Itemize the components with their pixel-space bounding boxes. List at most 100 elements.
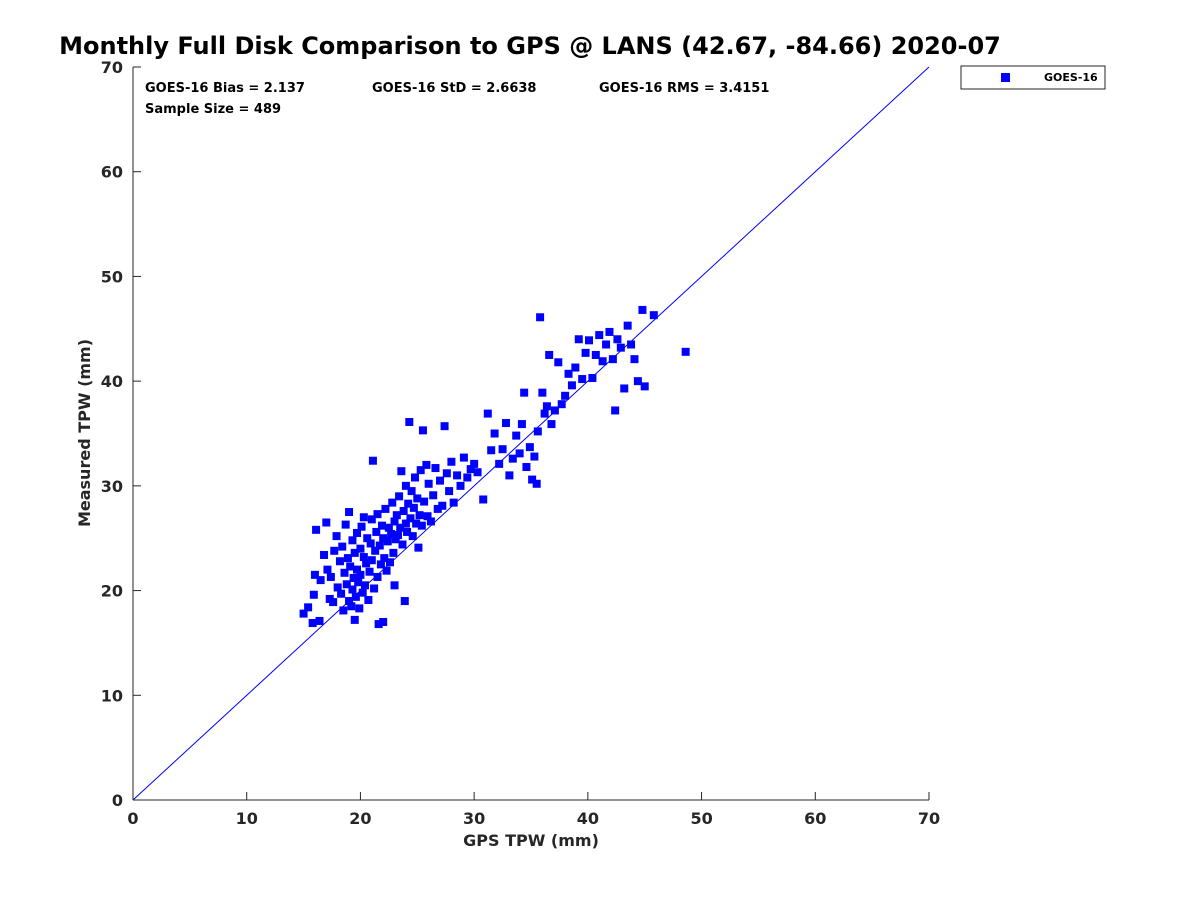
data-point [409,503,418,512]
legend-label: GOES-16 [1044,71,1098,84]
y-tick-label: 70 [101,58,123,77]
data-point [373,510,382,519]
data-point [322,518,331,527]
data-point [315,616,324,625]
data-point [382,566,391,575]
data-point [633,377,642,386]
data-point [449,498,458,507]
data-point [408,532,417,541]
legend: GOES-16 [960,65,1106,90]
data-point [357,522,366,531]
data-point [438,501,447,510]
data-point [426,517,435,526]
data-point [495,459,504,468]
y-tick-label: 10 [101,686,123,705]
x-tick-label: 60 [804,809,826,828]
legend-marker-square-icon [1001,73,1010,82]
data-point [459,453,468,462]
data-point [453,471,462,480]
data-point [578,375,587,384]
data-point [379,617,388,626]
x-axis-ticks: 0 10 20 30 40 50 60 70 [127,792,940,828]
data-point [330,546,339,555]
data-point [347,602,356,611]
data-point [403,527,412,536]
data-point [545,350,554,359]
data-point [532,479,541,488]
data-point [440,422,449,431]
data-point [333,583,342,592]
data-point [620,384,629,393]
data-point [542,402,551,411]
data-point [341,520,350,529]
data-point [498,445,507,454]
x-tick-label: 40 [577,809,599,828]
x-tick-label: 20 [349,809,371,828]
data-point [611,406,620,415]
data-point [463,473,472,482]
data-point [349,574,358,583]
data-point [366,539,375,548]
data-point [525,443,534,452]
data-point [584,336,593,345]
data-point [608,355,617,364]
data-point [423,512,432,521]
data-point [337,589,346,598]
data-point [350,548,359,557]
data-point [547,420,556,429]
data-point [350,615,359,624]
data-point [387,530,396,539]
data-point [368,456,377,465]
data-point [550,406,559,415]
data-point [396,523,405,532]
data-point [414,543,423,552]
data-point [342,580,351,589]
data-point [372,527,381,536]
data-point [483,409,492,418]
data-point [392,511,401,520]
data-point [320,550,329,559]
x-tick-label: 0 [127,809,138,828]
data-point [367,556,376,565]
data-point [595,331,604,340]
data-point [310,570,319,579]
data-point [373,572,382,581]
data-point [358,588,367,597]
data-point [627,340,636,349]
data-point [515,449,524,458]
data-point [417,521,426,530]
data-point [360,581,369,590]
data-point [335,557,344,566]
data-point [362,559,371,568]
data-point [384,523,393,532]
data-point [528,475,537,484]
data-point [329,598,338,607]
data-point [466,465,475,474]
data-point [681,347,690,356]
data-point [616,343,625,352]
data-point [530,452,539,461]
data-point [365,567,374,576]
data-point [385,558,394,567]
data-point [364,595,373,604]
data-point [613,335,622,344]
data-point [487,446,496,455]
data-point [323,565,332,574]
data-point [353,565,362,574]
data-point [363,534,372,543]
data-point [407,487,416,496]
data-point [395,492,404,501]
data-point [388,498,397,507]
data-point [406,514,415,523]
y-tick-label: 40 [101,372,123,391]
data-point [398,540,407,549]
data-point [405,417,414,426]
data-point [571,363,580,372]
data-point [517,420,526,429]
bias-stat: GOES-16 Bias = 2.137 [145,81,305,96]
data-point [376,560,385,569]
data-point [424,479,433,488]
data-point [338,542,347,551]
data-point [602,340,611,349]
data-point [412,519,421,528]
